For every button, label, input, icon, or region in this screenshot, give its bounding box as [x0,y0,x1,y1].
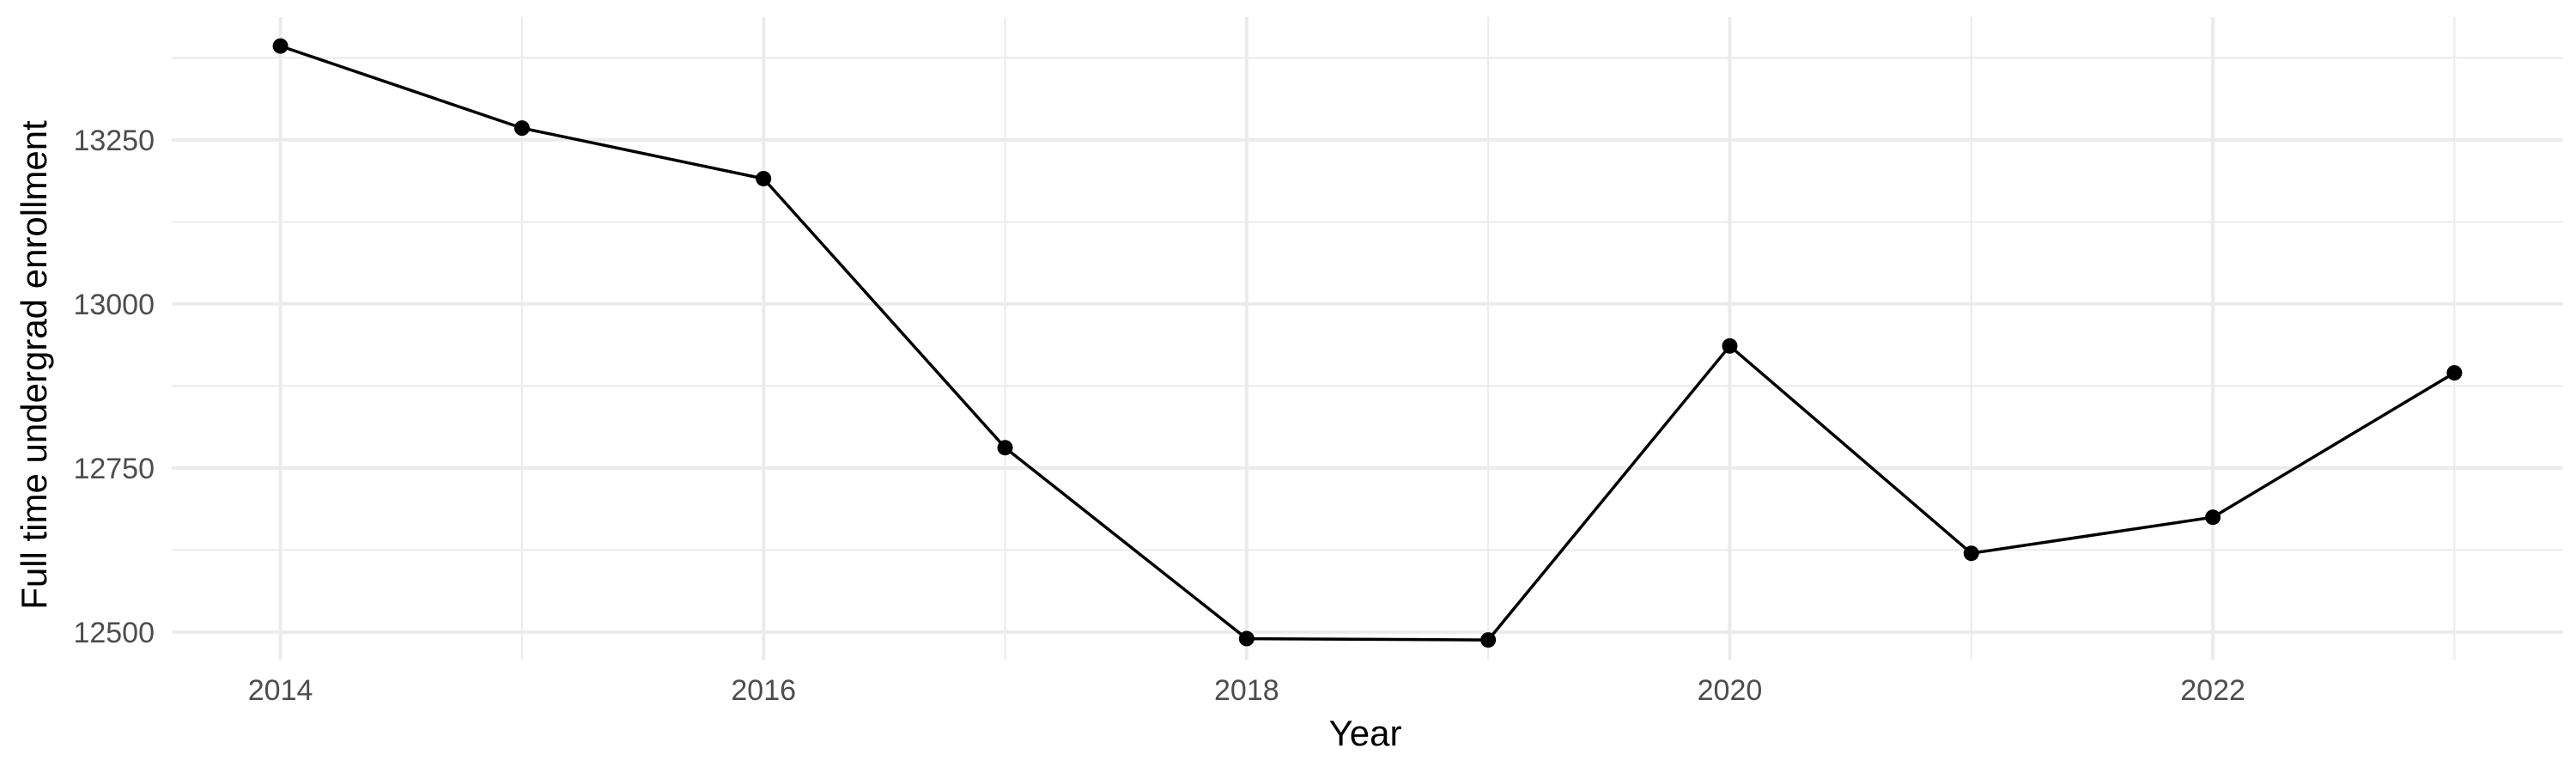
x-tick-label: 2020 [1698,674,1763,707]
data-point-2021 [1963,545,1979,562]
data-point-2019 [1480,632,1497,648]
series-enrollment [272,38,2463,648]
data-point-2018 [1238,630,1255,647]
data-point-2023 [2446,365,2463,381]
grid [172,17,2563,660]
data-point-2014 [272,38,289,54]
data-point-2020 [1722,338,1738,354]
series-line [280,44,2456,642]
x-axis-ticks: 2014 2016 2018 2020 2022 [248,674,2245,707]
y-axis-title: Full time undergrad enrollment [14,120,54,610]
data-point-2015 [513,120,530,137]
x-tick-label: 2014 [248,674,313,707]
x-tick-label: 2022 [2180,674,2245,707]
y-tick-label: 12750 [73,453,155,485]
x-axis-title: Year [1329,713,1402,753]
y-tick-label: 13250 [73,125,155,157]
y-tick-label: 12500 [73,617,155,649]
data-point-2017 [997,440,1013,456]
x-tick-label: 2016 [731,674,796,707]
x-tick-label: 2018 [1214,674,1279,707]
y-tick-label: 13000 [73,289,155,321]
y-axis-ticks: 12500 12750 13000 13250 [73,125,155,649]
data-point-2022 [2205,509,2221,526]
data-point-2016 [756,170,772,186]
